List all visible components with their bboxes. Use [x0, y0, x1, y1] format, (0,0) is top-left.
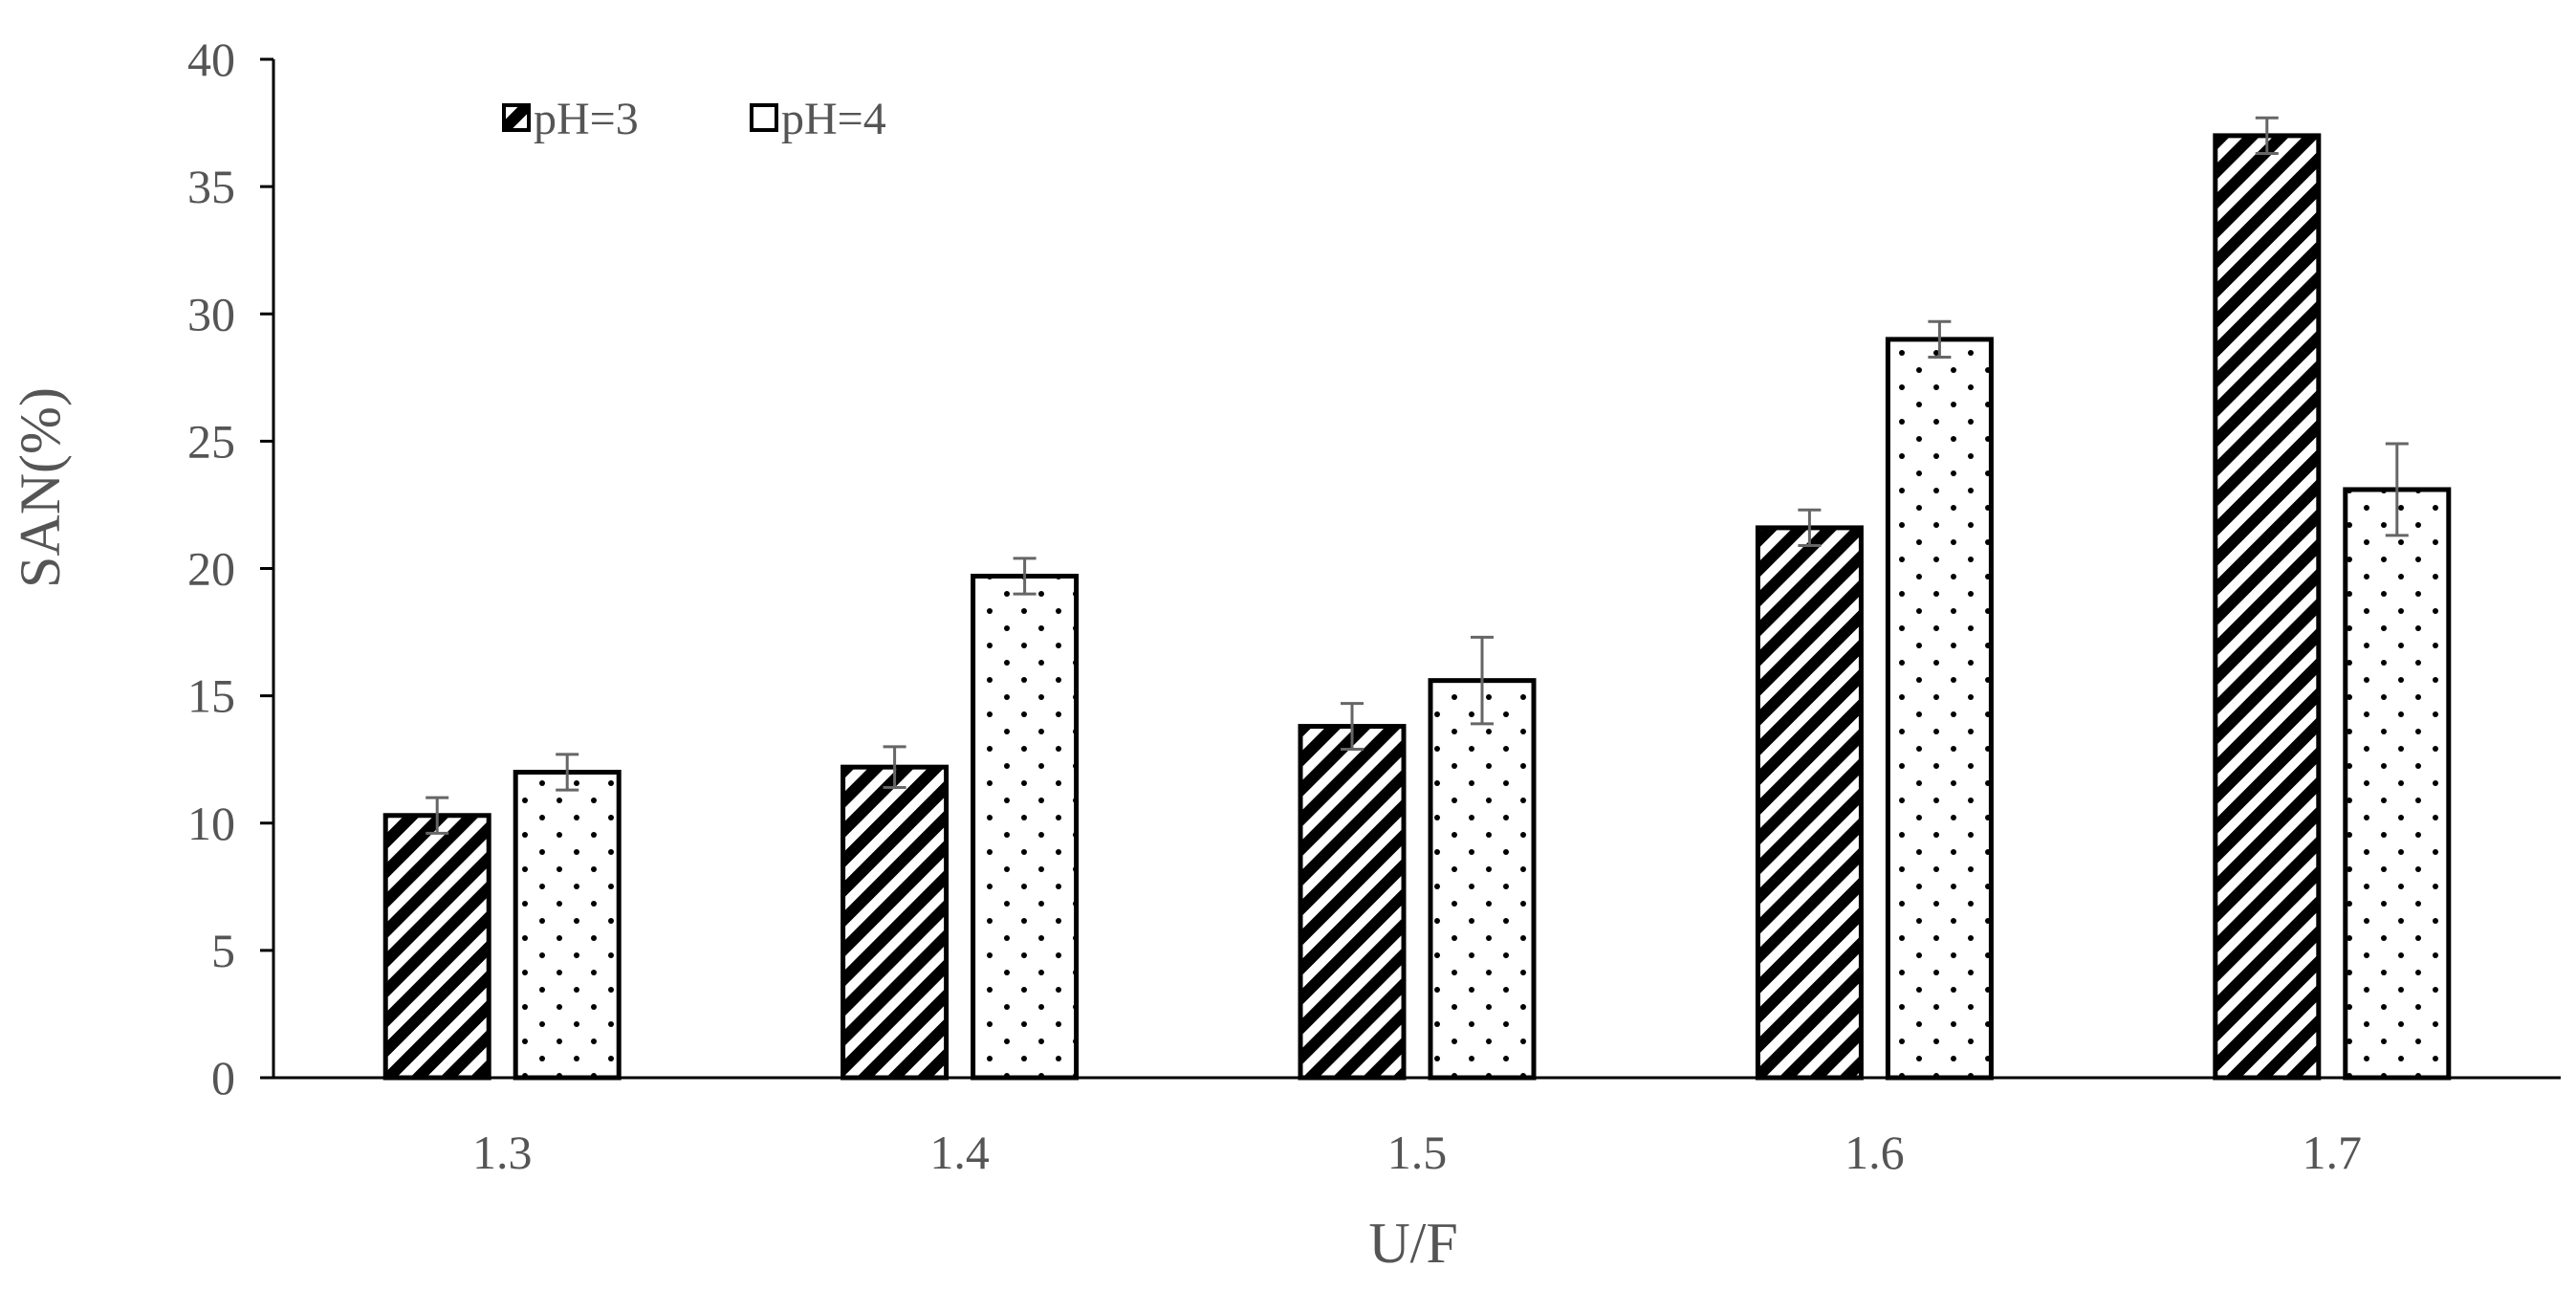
bar-ph3 [840, 764, 950, 1081]
legend-swatch-ph4 [750, 103, 778, 132]
bars [382, 133, 2452, 1081]
x-tick-label: 1.4 [929, 1126, 990, 1179]
x-axis-title: U/F [1368, 1212, 1457, 1275]
x-tick-label: 1.6 [1845, 1126, 1905, 1179]
y-tick-label: 5 [211, 924, 235, 977]
x-tick-label: 1.5 [1387, 1126, 1448, 1179]
bar-ph4 [971, 573, 1080, 1081]
y-axis-ticks: 0 5 10 15 20 25 30 35 40 [187, 33, 273, 1104]
y-tick-label: 30 [187, 287, 235, 340]
y-tick-label: 25 [187, 414, 235, 468]
y-tick-label: 10 [187, 797, 235, 850]
bar-ph3 [382, 813, 491, 1081]
x-tick-label: 1.7 [2303, 1126, 2363, 1179]
error-bars [426, 116, 2409, 835]
legend-swatch-ph3 [502, 103, 531, 132]
plot-area: 0 5 10 15 20 25 30 35 40 1.3 1.4 1.5 1.6 1.7 [187, 33, 2561, 1179]
legend-label-ph4: pH=4 [781, 94, 886, 144]
bar-ph3 [2213, 133, 2322, 1081]
y-axis-title: SAN(%) [9, 387, 72, 588]
bar-ph4 [1885, 337, 1994, 1081]
y-tick-label: 20 [187, 542, 235, 596]
legend: pH=3 pH=4 [502, 94, 886, 144]
bar-ph4 [2343, 487, 2452, 1081]
bar-ph4 [1428, 678, 1537, 1081]
bar-ph4 [513, 770, 622, 1081]
bar-ph3 [1298, 724, 1407, 1081]
y-tick-label: 15 [187, 669, 235, 723]
bar-ph3 [1755, 525, 1864, 1081]
y-tick-label: 0 [211, 1051, 235, 1104]
x-tick-label: 1.3 [472, 1126, 533, 1179]
legend-label-ph3: pH=3 [534, 94, 639, 144]
y-tick-label: 40 [187, 33, 235, 86]
y-tick-label: 35 [187, 160, 235, 213]
x-axis-ticks: 1.3 1.4 1.5 1.6 1.7 [472, 1126, 2362, 1179]
